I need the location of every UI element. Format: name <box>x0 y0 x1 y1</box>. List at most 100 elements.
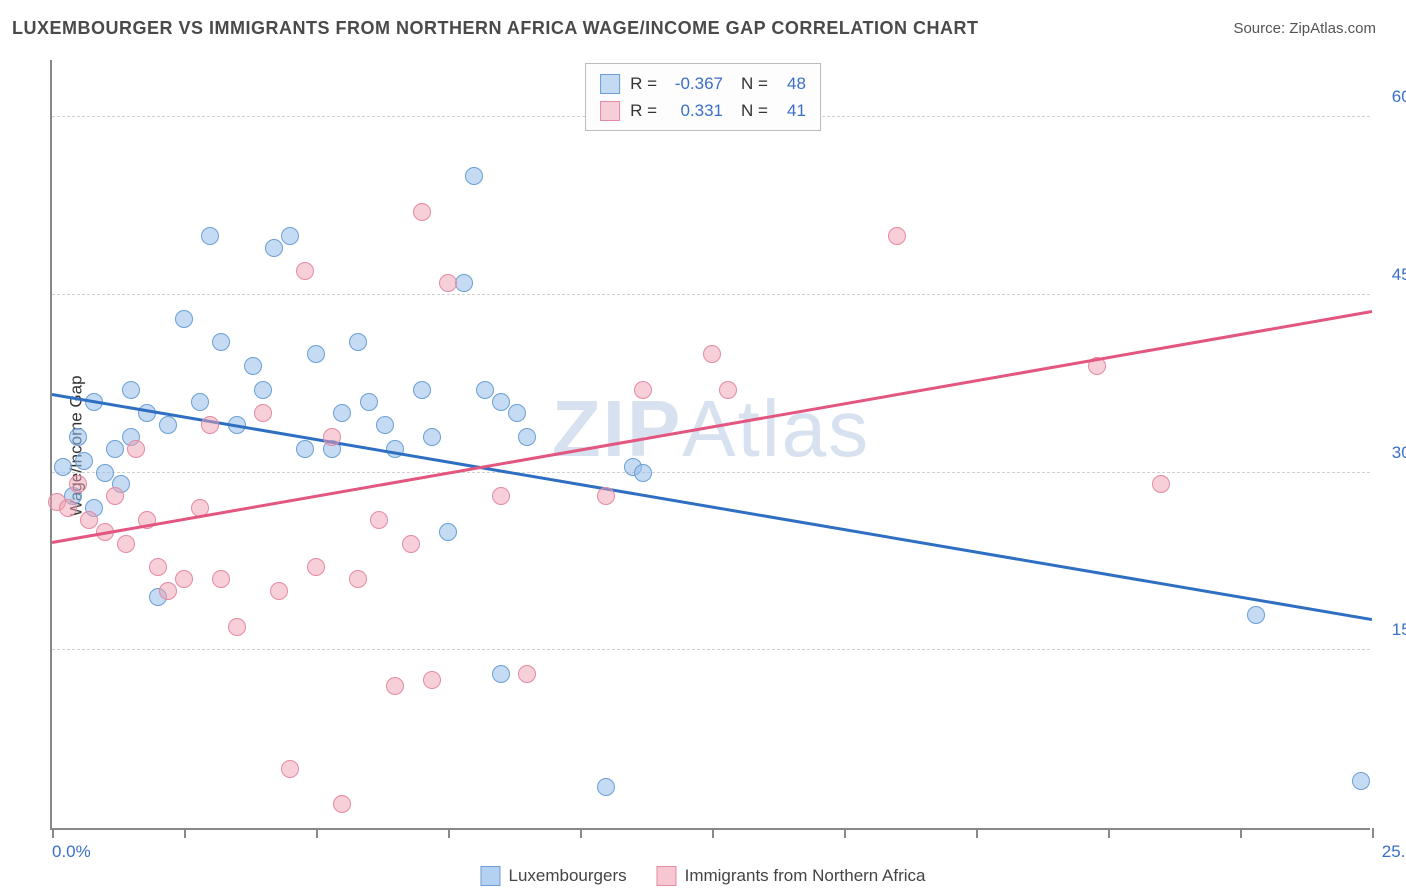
data-point <box>492 665 510 683</box>
x-tick-label-min: 0.0% <box>52 842 91 862</box>
legend-r-value: -0.367 <box>667 70 723 97</box>
y-tick-label: 30.0% <box>1392 443 1406 463</box>
source-label: Source: ZipAtlas.com <box>1233 20 1376 37</box>
legend-n-value: 41 <box>778 97 806 124</box>
data-point <box>386 677 404 695</box>
legend-label: Luxembourgers <box>508 866 626 886</box>
legend-n-label: N = <box>741 70 768 97</box>
data-point <box>333 404 351 422</box>
data-point <box>69 428 87 446</box>
legend-swatch <box>480 866 500 886</box>
data-point <box>370 511 388 529</box>
data-point <box>212 570 230 588</box>
data-point <box>413 381 431 399</box>
legend-row: R =-0.367N =48 <box>600 70 806 97</box>
series-legend: Luxembourgers Immigrants from Northern Af… <box>480 866 925 886</box>
data-point <box>423 671 441 689</box>
chart-title: LUXEMBOURGER VS IMMIGRANTS FROM NORTHERN… <box>12 18 979 39</box>
legend-n-value: 48 <box>778 70 806 97</box>
data-point <box>376 416 394 434</box>
data-point <box>191 393 209 411</box>
x-tick <box>52 828 54 838</box>
x-tick <box>580 828 582 838</box>
data-point <box>634 381 652 399</box>
y-tick-label: 60.0% <box>1392 87 1406 107</box>
data-point <box>413 203 431 221</box>
data-point <box>281 760 299 778</box>
data-point <box>296 262 314 280</box>
watermark-bold: ZIP <box>552 384 682 473</box>
data-point <box>333 795 351 813</box>
data-point <box>476 381 494 399</box>
data-point <box>518 665 536 683</box>
data-point <box>254 404 272 422</box>
data-point <box>127 440 145 458</box>
data-point <box>888 227 906 245</box>
data-point <box>69 475 87 493</box>
legend-item: Luxembourgers <box>480 866 626 886</box>
data-point <box>492 487 510 505</box>
gridline <box>52 472 1370 473</box>
data-point <box>439 274 457 292</box>
data-point <box>149 558 167 576</box>
legend-n-label: N = <box>741 97 768 124</box>
legend-swatch <box>600 101 620 121</box>
x-tick <box>1108 828 1110 838</box>
data-point <box>138 404 156 422</box>
data-point <box>439 523 457 541</box>
data-point <box>703 345 721 363</box>
gridline <box>52 294 1370 295</box>
data-point <box>106 487 124 505</box>
data-point <box>122 381 140 399</box>
data-point <box>201 416 219 434</box>
data-point <box>270 582 288 600</box>
data-point <box>597 487 615 505</box>
x-tick <box>1240 828 1242 838</box>
legend-label: Immigrants from Northern Africa <box>685 866 926 886</box>
data-point <box>281 227 299 245</box>
data-point <box>597 778 615 796</box>
data-point <box>80 511 98 529</box>
data-point <box>455 274 473 292</box>
x-tick <box>844 828 846 838</box>
data-point <box>423 428 441 446</box>
data-point <box>175 310 193 328</box>
x-tick <box>712 828 714 838</box>
data-point <box>75 452 93 470</box>
data-point <box>244 357 262 375</box>
data-point <box>307 345 325 363</box>
gridline <box>52 649 1370 650</box>
legend-swatch <box>600 74 620 94</box>
data-point <box>465 167 483 185</box>
data-point <box>1152 475 1170 493</box>
data-point <box>159 416 177 434</box>
data-point <box>201 227 219 245</box>
correlation-legend: R = -0.367 N = 48R = 0.331 N = 41 <box>585 63 821 131</box>
chart-container: LUXEMBOURGER VS IMMIGRANTS FROM NORTHERN… <box>0 0 1406 892</box>
data-point <box>518 428 536 446</box>
data-point <box>492 393 510 411</box>
data-point <box>254 381 272 399</box>
x-tick <box>448 828 450 838</box>
data-point <box>402 535 420 553</box>
legend-item: Immigrants from Northern Africa <box>657 866 926 886</box>
data-point <box>1247 606 1265 624</box>
data-point <box>212 333 230 351</box>
legend-r-label: R = <box>630 97 657 124</box>
watermark: ZIPAtlas <box>552 383 870 475</box>
x-tick <box>976 828 978 838</box>
plot-area: ZIPAtlas 15.0%30.0%45.0%60.0%0.0%25.0% <box>50 60 1370 830</box>
data-point <box>508 404 526 422</box>
data-point <box>634 464 652 482</box>
data-point <box>1352 772 1370 790</box>
x-tick-label-max: 25.0% <box>1382 842 1406 862</box>
data-point <box>228 618 246 636</box>
x-tick <box>184 828 186 838</box>
legend-r-value: 0.331 <box>667 97 723 124</box>
data-point <box>175 570 193 588</box>
y-tick-label: 15.0% <box>1392 620 1406 640</box>
data-point <box>117 535 135 553</box>
data-point <box>349 333 367 351</box>
legend-row: R = 0.331 N = 41 <box>600 97 806 124</box>
y-tick-label: 45.0% <box>1392 265 1406 285</box>
